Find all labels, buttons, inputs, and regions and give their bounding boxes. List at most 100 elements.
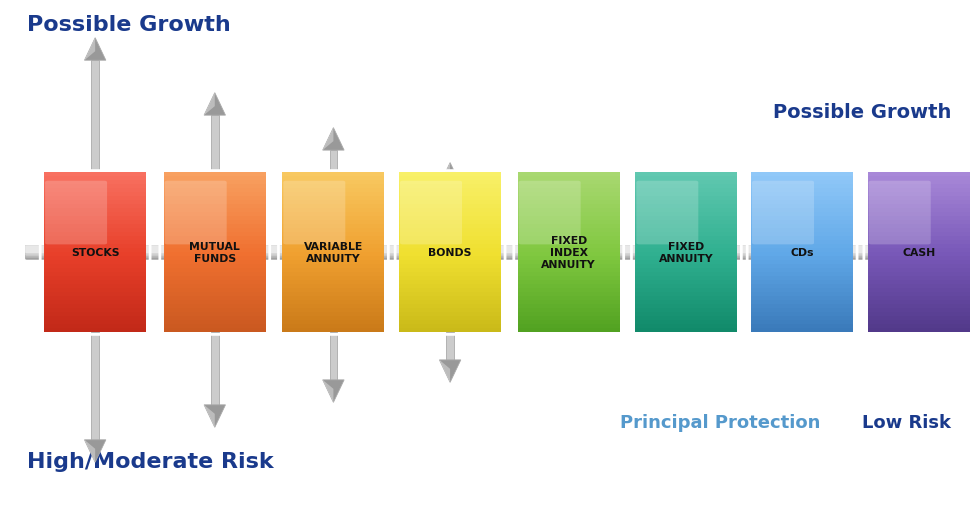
Bar	[399, 300, 500, 305]
Bar	[517, 328, 619, 332]
Bar	[282, 264, 384, 269]
Bar	[399, 256, 500, 261]
Bar	[44, 176, 147, 181]
Bar	[635, 216, 737, 221]
Bar	[399, 184, 500, 188]
Polygon shape	[558, 187, 578, 210]
Bar	[44, 212, 147, 217]
Bar	[517, 292, 619, 296]
Bar	[399, 272, 500, 276]
Bar	[517, 260, 619, 265]
Bar	[329, 150, 337, 173]
Bar	[44, 300, 147, 305]
Bar	[517, 176, 619, 181]
Bar	[750, 304, 852, 309]
Bar	[163, 252, 266, 257]
Bar	[867, 228, 969, 232]
Bar	[867, 188, 969, 192]
Bar	[44, 192, 147, 196]
Bar	[163, 320, 266, 324]
Bar	[399, 188, 500, 192]
Polygon shape	[675, 218, 686, 240]
Bar	[635, 220, 737, 225]
Bar	[163, 324, 266, 328]
Bar	[44, 256, 147, 261]
Bar	[399, 228, 500, 232]
Bar	[635, 196, 737, 200]
Bar	[635, 288, 737, 292]
Text: BONDS: BONDS	[428, 247, 471, 258]
Bar	[517, 324, 619, 328]
Bar	[44, 272, 147, 276]
Bar	[750, 244, 852, 248]
Polygon shape	[675, 218, 697, 240]
Bar	[399, 196, 500, 200]
Bar	[282, 312, 384, 317]
Bar	[282, 192, 384, 196]
Bar	[163, 240, 266, 244]
Bar	[163, 268, 266, 273]
Bar	[517, 256, 619, 261]
Bar	[399, 240, 500, 244]
Bar	[163, 176, 266, 181]
Bar	[517, 180, 619, 184]
Bar	[517, 224, 619, 229]
Bar	[399, 220, 500, 225]
Bar	[635, 296, 737, 300]
Bar	[282, 236, 384, 240]
Bar	[565, 173, 573, 210]
Bar	[399, 224, 500, 229]
Bar	[211, 332, 219, 405]
Bar	[635, 300, 737, 305]
Bar	[867, 260, 969, 265]
Bar	[163, 200, 266, 205]
Bar	[517, 276, 619, 280]
Bar	[635, 292, 737, 296]
Bar	[867, 176, 969, 181]
Bar	[517, 200, 619, 205]
Bar	[282, 244, 384, 248]
Bar	[867, 196, 969, 200]
Bar	[635, 272, 737, 276]
Bar	[635, 284, 737, 288]
Bar	[163, 192, 266, 196]
Bar	[517, 208, 619, 213]
Bar	[635, 180, 737, 184]
Bar	[399, 216, 500, 221]
Bar	[517, 316, 619, 321]
Bar	[44, 196, 147, 200]
Bar	[399, 324, 500, 328]
Bar	[44, 224, 147, 229]
Bar	[635, 248, 737, 252]
Bar	[282, 252, 384, 257]
Bar	[282, 176, 384, 181]
Bar	[867, 200, 969, 205]
Bar	[750, 320, 852, 324]
Bar	[44, 200, 147, 205]
FancyBboxPatch shape	[636, 181, 698, 244]
Bar	[635, 308, 737, 313]
Bar	[44, 292, 147, 296]
Bar	[635, 240, 737, 244]
Bar	[635, 244, 737, 248]
Bar	[517, 284, 619, 288]
Bar	[867, 220, 969, 225]
Bar	[399, 292, 500, 296]
Polygon shape	[322, 380, 344, 402]
Bar	[517, 232, 619, 236]
Bar	[282, 292, 384, 296]
Bar	[44, 208, 147, 213]
Bar	[517, 300, 619, 305]
Bar	[867, 244, 969, 248]
Bar	[44, 188, 147, 192]
Bar	[163, 180, 266, 184]
Bar	[750, 208, 852, 213]
Text: Principal Protection: Principal Protection	[619, 414, 820, 432]
Polygon shape	[908, 268, 917, 290]
Bar	[635, 224, 737, 229]
Bar	[635, 316, 737, 321]
Bar	[399, 280, 500, 284]
Bar	[867, 224, 969, 229]
Bar	[914, 173, 921, 290]
Bar	[44, 320, 147, 324]
